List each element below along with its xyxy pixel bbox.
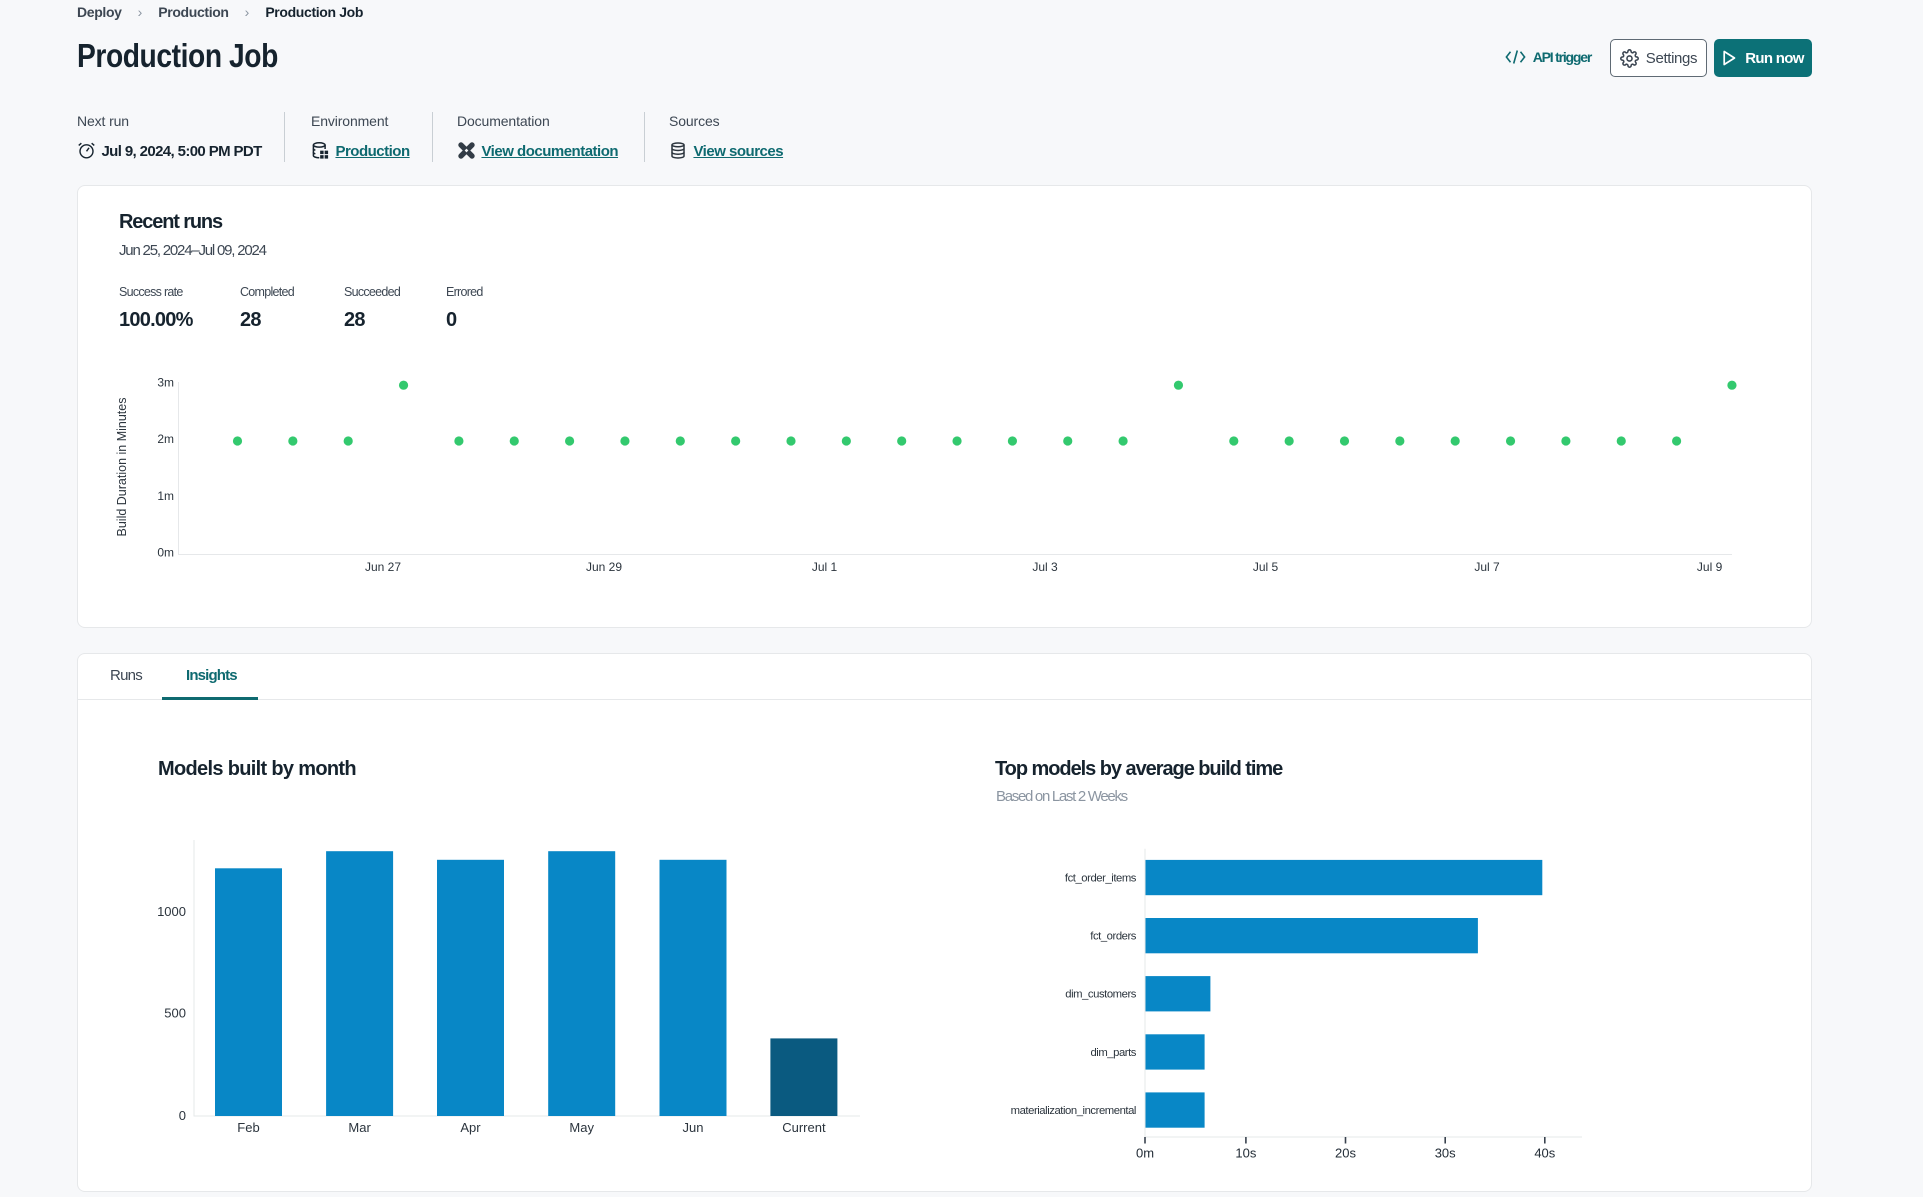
svg-text:Build Duration in Minutes: Build Duration in Minutes [115,398,129,537]
svg-text:May: May [569,1120,594,1135]
svg-text:fct_orders: fct_orders [1090,931,1137,943]
svg-text:0m: 0m [157,545,174,559]
svg-text:0m: 0m [1136,1146,1154,1161]
svg-text:3m: 3m [157,376,174,390]
svg-text:30s: 30s [1435,1146,1456,1161]
svg-text:fct_order_items: fct_order_items [1065,873,1137,885]
svg-text:Jul 3: Jul 3 [1032,560,1058,574]
svg-text:10s: 10s [1235,1146,1256,1161]
svg-text:0: 0 [179,1108,186,1123]
svg-text:Mar: Mar [348,1120,371,1135]
svg-text:1000: 1000 [157,904,186,919]
svg-text:Jul 1: Jul 1 [812,560,838,574]
svg-text:Jul 7: Jul 7 [1474,560,1500,574]
svg-text:Jul 5: Jul 5 [1253,560,1279,574]
svg-text:materialization_incremental: materialization_incremental [1011,1105,1136,1117]
svg-text:20s: 20s [1335,1146,1356,1161]
svg-text:Jul 9: Jul 9 [1697,560,1723,574]
svg-text:Jun 29: Jun 29 [586,560,622,574]
svg-text:40s: 40s [1534,1146,1555,1161]
svg-text:Jun 27: Jun 27 [365,560,401,574]
svg-text:Feb: Feb [237,1120,259,1135]
svg-text:dim_customers: dim_customers [1065,989,1137,1001]
svg-text:2m: 2m [157,432,174,446]
svg-text:dim_parts: dim_parts [1090,1047,1136,1059]
svg-text:1m: 1m [157,489,174,503]
svg-text:500: 500 [164,1006,186,1021]
svg-text:Apr: Apr [460,1120,481,1135]
svg-text:Jun: Jun [683,1120,704,1135]
svg-text:Current: Current [782,1120,826,1135]
